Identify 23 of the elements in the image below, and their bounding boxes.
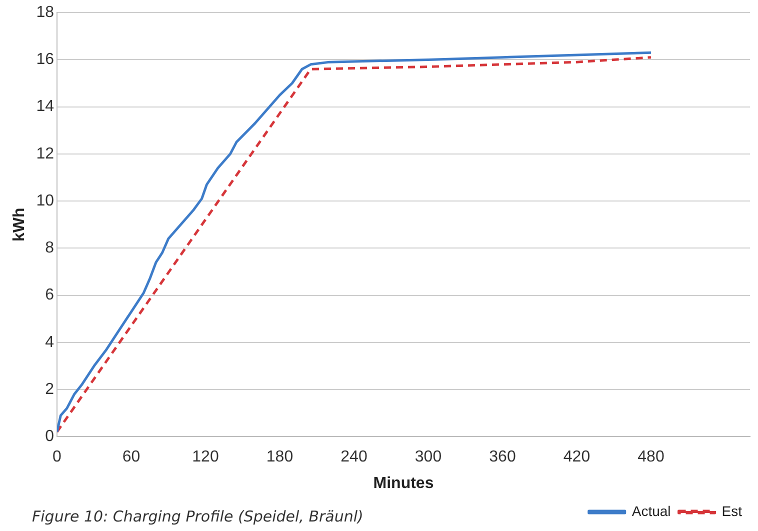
y-tick-label: 14 (36, 98, 54, 116)
x-axis-title: Minutes (373, 474, 434, 492)
legend-label: Est (722, 502, 742, 519)
y-tick-label: 10 (36, 192, 54, 210)
y-tick-label: 16 (36, 51, 54, 68)
x-tick-label: 360 (489, 448, 516, 466)
y-tick-label: 6 (45, 286, 54, 304)
y-tick-label: 8 (45, 240, 54, 257)
x-tick-label: 300 (414, 448, 442, 466)
x-tick-label: 480 (638, 448, 664, 466)
y-tick-label: 4 (45, 334, 54, 351)
y-axis-title: kWh (11, 208, 28, 242)
x-tick-label: 420 (563, 448, 590, 466)
y-tick-label: 18 (36, 4, 54, 22)
x-tick-label: 120 (192, 448, 219, 466)
x-tick-label: 240 (340, 448, 368, 466)
caption: Figure 10: Charging Profile (Speidel, Bräunl) (32, 507, 364, 526)
y-tick-label: 12 (36, 145, 54, 162)
x-tick-label: 60 (122, 448, 140, 466)
legend-label: Actual (632, 502, 671, 519)
x-tick-label: 180 (266, 448, 294, 466)
y-tick-label: 0 (45, 428, 54, 446)
y-tick-label: 2 (45, 380, 54, 398)
